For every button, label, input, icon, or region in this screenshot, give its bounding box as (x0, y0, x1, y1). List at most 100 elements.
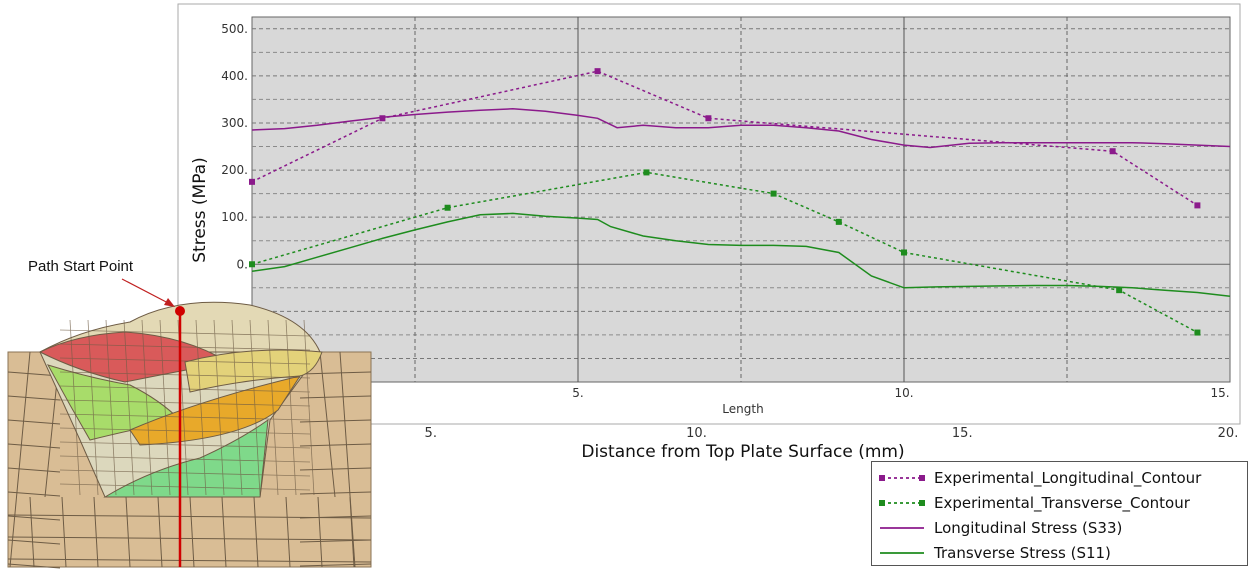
y-tick-label: 300. (221, 116, 248, 130)
weld-mesh-line (59, 413, 311, 421)
weld-mesh-line (59, 427, 311, 435)
weld-mesh-line (285, 319, 297, 496)
weld-mesh-line (141, 319, 153, 496)
weld-mesh-line (59, 343, 311, 351)
mesh-line (29, 496, 35, 568)
weld-mesh-line (59, 455, 311, 463)
mesh-line (7, 514, 372, 519)
series-0-point (249, 178, 255, 185)
series-1-point (1194, 329, 1201, 336)
outer-x-tick-labels: 5. 10. 15. 20. (425, 426, 1239, 441)
weld-mesh-line (87, 319, 99, 496)
mesh-line (7, 419, 61, 425)
x-axis-label: Distance from Top Plate Surface (mm) (581, 442, 904, 462)
mesh-line (299, 467, 372, 471)
y-axis-label: Stress (MPa) (190, 157, 210, 263)
legend: Experimental_Longitudinal_Contour Experi… (871, 461, 1248, 566)
mesh-line (7, 515, 61, 521)
legend-label-transverse-stress: Transverse Stress (S11) (934, 544, 1111, 562)
mesh-line (299, 491, 372, 495)
series-0-point (705, 115, 712, 122)
weld-mesh-line (59, 399, 311, 407)
x-tick-label: 5. (572, 386, 583, 400)
outer-x-tick-label: 15. (952, 426, 973, 441)
weld-mesh-line (249, 319, 261, 496)
x-tick-labels: 5. 10. 15. (572, 386, 1229, 400)
y-tick-label: 0. (237, 257, 248, 271)
series-1-point (901, 249, 907, 256)
y-tick-label: 100. (221, 210, 248, 224)
weld-mesh-line (59, 371, 311, 379)
mesh-line (221, 496, 227, 568)
y-tick-label: 500. (221, 22, 248, 36)
weld-mesh-line (59, 469, 311, 477)
mesh-line (299, 563, 372, 567)
weld-mesh-line (123, 319, 135, 496)
weld-mesh-line (213, 319, 225, 496)
weld-mesh-illustration (7, 278, 372, 569)
mesh-line (317, 496, 323, 568)
outer-x-tick-label: 5. (425, 426, 437, 441)
mesh-line (7, 443, 61, 449)
mesh-line (125, 496, 131, 568)
series-1-point (835, 218, 842, 225)
path-start-point-label: Path Start Point (28, 258, 134, 275)
path-start-point-marker (175, 306, 185, 316)
series-1-point (770, 190, 777, 197)
weld-mesh-line (105, 319, 117, 496)
series-1-point (643, 169, 650, 176)
legend-swatch-experimental-longitudinal (879, 475, 925, 481)
mesh-line (7, 536, 372, 541)
legend-swatch-experimental-transverse (879, 500, 925, 506)
legend-swatch-longitudinal-stress (880, 527, 924, 529)
series-0-point (1109, 148, 1116, 155)
series-line-3 (251, 212, 1231, 298)
mesh-line (7, 395, 61, 401)
mesh-line (7, 558, 372, 563)
weld-mesh-line (59, 357, 311, 365)
weld-mesh-line (267, 319, 279, 496)
weld-mesh-line (231, 319, 243, 496)
series-line-1 (251, 171, 1198, 334)
grid-lines (252, 17, 1230, 382)
mesh-line (299, 395, 372, 399)
mesh-line (319, 351, 336, 498)
legend-label-longitudinal-stress: Longitudinal Stress (S33) (934, 519, 1123, 537)
mesh-line (7, 539, 61, 545)
weld-mesh-line (59, 329, 311, 337)
series-1-point (249, 261, 255, 268)
mesh-line (339, 351, 356, 568)
x-tick-label: 15. (1210, 386, 1229, 400)
mesh-line (299, 443, 372, 447)
legend-swatch-transverse-stress (880, 552, 924, 554)
weld-mesh-line (303, 319, 315, 496)
mesh-line (7, 467, 61, 473)
y-tick-label: 200. (221, 163, 248, 177)
mesh-line (93, 496, 99, 568)
legend-item-transverse-stress: Transverse Stress (S11) (878, 541, 1111, 565)
mesh-line (189, 496, 195, 568)
annotation-arrow (121, 278, 173, 306)
legend-label-experimental-longitudinal: Experimental_Longitudinal_Contour (934, 469, 1202, 487)
series-line-0 (251, 70, 1198, 207)
weld-mesh-line (59, 385, 311, 393)
outer-x-tick-label: 10. (686, 426, 707, 441)
mesh-line (9, 351, 31, 568)
series-1-point (444, 204, 451, 211)
mesh-line (299, 371, 372, 375)
legend-label-experimental-transverse: Experimental_Transverse_Contour (934, 494, 1190, 512)
series-0-point (1194, 202, 1201, 209)
legend-item-longitudinal-stress: Longitudinal Stress (S33) (878, 516, 1122, 540)
legend-item-experimental-transverse: Experimental_Transverse_Contour (878, 491, 1190, 515)
mesh-line (253, 496, 259, 568)
mesh-line (285, 496, 291, 568)
mesh-line (157, 496, 163, 568)
weld-mesh-line (195, 319, 207, 496)
series-layer (249, 68, 1231, 336)
mesh-line (61, 496, 67, 568)
series-1-point (1116, 287, 1123, 294)
legend-item-experimental-longitudinal: Experimental_Longitudinal_Contour (878, 466, 1201, 490)
weld-mesh-line (69, 319, 81, 496)
y-tick-label: 400. (221, 69, 248, 83)
